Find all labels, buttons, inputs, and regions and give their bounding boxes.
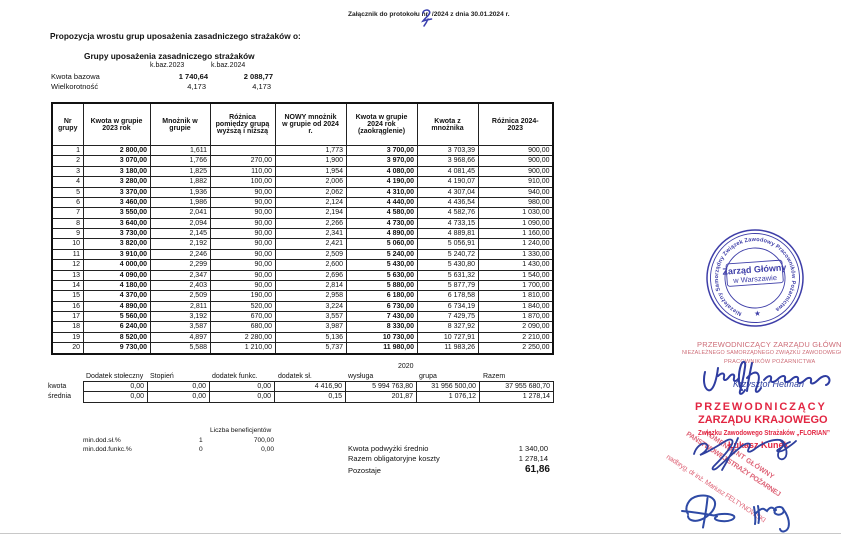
svg-text:w Warszawie: w Warszawie bbox=[732, 273, 777, 285]
svg-text:★: ★ bbox=[754, 309, 762, 318]
svg-text:Zarząd Główny: Zarząd Główny bbox=[722, 262, 787, 276]
